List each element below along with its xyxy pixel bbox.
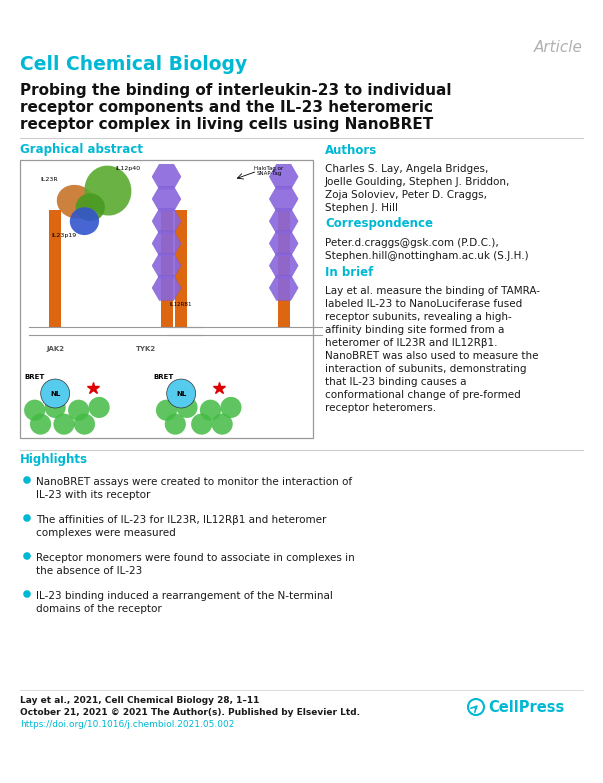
Text: IL-23 with its receptor: IL-23 with its receptor (36, 490, 150, 500)
Text: NanoBRET was also used to measure the: NanoBRET was also used to measure the (325, 351, 538, 361)
Ellipse shape (70, 207, 99, 235)
Text: IL23R: IL23R (40, 177, 58, 182)
Text: HaloTag or
SNAP-Tag: HaloTag or SNAP-Tag (254, 165, 283, 176)
Text: interaction of subunits, demonstrating: interaction of subunits, demonstrating (325, 364, 526, 374)
Text: the absence of IL-23: the absence of IL-23 (36, 566, 142, 576)
Text: Peter.d.craggs@gsk.com (P.D.C.),: Peter.d.craggs@gsk.com (P.D.C.), (325, 238, 499, 248)
Circle shape (54, 413, 75, 435)
Circle shape (23, 590, 31, 597)
Ellipse shape (75, 193, 105, 221)
Text: affinity binding site formed from a: affinity binding site formed from a (325, 325, 504, 335)
Bar (175, 210, 187, 327)
Text: Lay et al. measure the binding of TAMRA-: Lay et al. measure the binding of TAMRA- (325, 286, 540, 296)
Ellipse shape (84, 166, 131, 215)
Bar (160, 210, 172, 327)
Text: complexes were measured: complexes were measured (36, 528, 175, 538)
Text: Authors: Authors (325, 143, 377, 157)
Text: conformational change of pre-formed: conformational change of pre-formed (325, 390, 521, 400)
Text: https://doi.org/10.1016/j.chembiol.2021.05.002: https://doi.org/10.1016/j.chembiol.2021.… (20, 720, 235, 729)
Circle shape (200, 399, 221, 420)
Text: TYK2: TYK2 (136, 346, 156, 352)
Text: The affinities of IL-23 for IL23R, IL12Rβ1 and heteromer: The affinities of IL-23 for IL23R, IL12R… (36, 515, 326, 525)
Text: Zoja Soloviev, Peter D. Craggs,: Zoja Soloviev, Peter D. Craggs, (325, 190, 487, 200)
Text: Highlights: Highlights (20, 453, 88, 467)
FancyBboxPatch shape (20, 160, 313, 438)
Circle shape (23, 552, 31, 560)
Text: Graphical abstract: Graphical abstract (20, 143, 143, 157)
Text: IL23p19: IL23p19 (51, 233, 77, 237)
Circle shape (68, 399, 89, 420)
Text: BRET: BRET (153, 373, 174, 380)
Circle shape (89, 397, 110, 418)
Circle shape (24, 399, 45, 420)
Text: that IL-23 binding causes a: that IL-23 binding causes a (325, 377, 467, 387)
Circle shape (166, 379, 195, 408)
Text: receptor components and the IL-23 heteromeric: receptor components and the IL-23 hetero… (20, 100, 433, 115)
Text: receptor complex in living cells using NanoBRET: receptor complex in living cells using N… (20, 117, 433, 132)
Text: Stephen J. Hill: Stephen J. Hill (325, 203, 398, 213)
Text: IL12RB1: IL12RB1 (170, 302, 192, 307)
Text: CellPress: CellPress (488, 699, 564, 715)
Text: NL: NL (176, 391, 186, 396)
Text: NL: NL (50, 391, 60, 396)
Text: Cell Chemical Biology: Cell Chemical Biology (20, 56, 247, 74)
Text: labeled IL-23 to NanoLuciferase fused: labeled IL-23 to NanoLuciferase fused (325, 299, 522, 309)
Text: Article: Article (534, 41, 583, 56)
Text: IL-23 binding induced a rearrangement of the N-terminal: IL-23 binding induced a rearrangement of… (36, 591, 333, 601)
Text: BRET: BRET (25, 373, 45, 380)
Text: Stephen.hill@nottingham.ac.uk (S.J.H.): Stephen.hill@nottingham.ac.uk (S.J.H.) (325, 251, 529, 261)
Text: Joelle Goulding, Stephen J. Briddon,: Joelle Goulding, Stephen J. Briddon, (325, 177, 510, 187)
Text: Correspondence: Correspondence (325, 218, 433, 230)
Bar (278, 210, 289, 327)
Circle shape (74, 413, 95, 435)
Text: In brief: In brief (325, 265, 373, 279)
Circle shape (156, 399, 177, 420)
Text: NanoBRET assays were created to monitor the interaction of: NanoBRET assays were created to monitor … (36, 477, 352, 487)
Text: Probing the binding of interleukin-23 to individual: Probing the binding of interleukin-23 to… (20, 83, 452, 98)
Circle shape (191, 413, 212, 435)
Circle shape (212, 413, 233, 435)
Text: October 21, 2021 © 2021 The Author(s). Published by Elsevier Ltd.: October 21, 2021 © 2021 The Author(s). P… (20, 708, 360, 717)
Circle shape (23, 476, 31, 484)
Circle shape (45, 397, 66, 418)
Text: receptor subunits, revealing a high-: receptor subunits, revealing a high- (325, 312, 512, 322)
Circle shape (220, 397, 242, 418)
Bar (49, 210, 61, 327)
Text: Lay et al., 2021, Cell Chemical Biology 28, 1–11: Lay et al., 2021, Cell Chemical Biology … (20, 696, 259, 705)
Circle shape (23, 514, 31, 521)
Text: Charles S. Lay, Angela Bridges,: Charles S. Lay, Angela Bridges, (325, 164, 488, 174)
Ellipse shape (57, 185, 95, 218)
Circle shape (41, 379, 69, 408)
Text: receptor heteromers.: receptor heteromers. (325, 403, 436, 413)
Text: IL12p40: IL12p40 (116, 166, 141, 171)
Text: heteromer of IL23R and IL12Rβ1.: heteromer of IL23R and IL12Rβ1. (325, 338, 497, 348)
Circle shape (177, 397, 198, 418)
Text: Receptor monomers were found to associate in complexes in: Receptor monomers were found to associat… (36, 553, 355, 563)
Circle shape (30, 413, 51, 435)
Text: domains of the receptor: domains of the receptor (36, 604, 162, 614)
Text: JAK2: JAK2 (46, 346, 64, 352)
Circle shape (165, 413, 186, 435)
